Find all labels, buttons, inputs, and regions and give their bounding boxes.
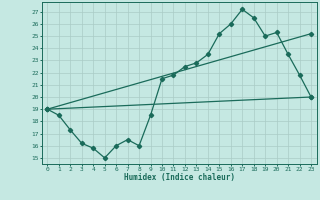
X-axis label: Humidex (Indice chaleur): Humidex (Indice chaleur) xyxy=(124,173,235,182)
